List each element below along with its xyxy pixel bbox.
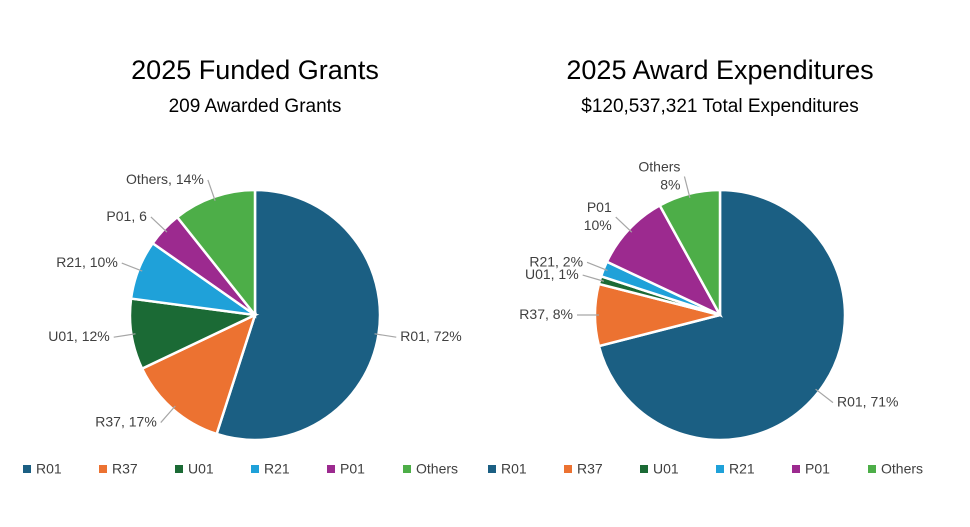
legend-swatch [99, 465, 107, 473]
legend-swatch [327, 465, 335, 473]
leader-line [207, 179, 216, 201]
leader-line [582, 274, 604, 282]
legend-swatch [564, 465, 572, 473]
legend-label: Others [416, 461, 458, 477]
chart-title: 2025 Funded Grants [131, 55, 379, 85]
data-label-line: P01 [587, 199, 612, 215]
data-label: P01, 6 [106, 208, 147, 224]
legend-swatch [23, 465, 31, 473]
leader-line [815, 388, 834, 404]
legend-label: R37 [577, 461, 603, 477]
legend-swatch [792, 465, 800, 473]
data-label: U01, 12% [48, 328, 109, 344]
data-label: R01, 72% [400, 328, 461, 344]
data-label: R37, 8% [519, 306, 573, 322]
leader-line [113, 333, 136, 338]
leader-line [615, 216, 633, 233]
data-label: R37, 17% [95, 413, 156, 429]
leader-line [160, 405, 176, 423]
data-label-line: R37, 17% [95, 413, 156, 429]
legend-label: U01 [188, 461, 214, 477]
data-label-line: R01, 71% [837, 393, 898, 409]
data-label-line: 8% [660, 176, 680, 192]
leader-line [683, 176, 691, 198]
data-label: R21, 10% [56, 254, 117, 270]
data-label: Others 8% [638, 158, 680, 192]
legend-label: R01 [36, 461, 62, 477]
data-label: P01 10% [584, 199, 612, 233]
data-label-line: U01, 12% [48, 328, 109, 344]
data-label: R01, 71% [837, 393, 898, 409]
legend-label: P01 [340, 461, 365, 477]
data-label-line: Others [638, 158, 680, 174]
legend-swatch [488, 465, 496, 473]
legend-swatch [716, 465, 724, 473]
legend-swatch [251, 465, 259, 473]
chart-title: 2025 Award Expenditures [566, 55, 873, 85]
data-label: R21, 2% [529, 253, 583, 269]
legend-swatch [175, 465, 183, 473]
data-label-line: R01, 72% [400, 328, 461, 344]
legend-label: U01 [653, 461, 679, 477]
legend-label: R21 [264, 461, 290, 477]
legend-label: Others [881, 461, 923, 477]
leader-line [586, 261, 608, 272]
data-label-line: R21, 10% [56, 254, 117, 270]
legend-swatch [868, 465, 876, 473]
chart-subtitle: 209 Awarded Grants [169, 96, 342, 117]
data-label-line: 10% [584, 217, 612, 233]
data-label-line: R37, 8% [519, 306, 573, 322]
data-label-line: R21, 2% [529, 253, 583, 269]
data-label-line: U01, 1% [525, 266, 579, 282]
legend-swatch [403, 465, 411, 473]
data-label: Others, 14% [126, 171, 204, 187]
legend-label: R21 [729, 461, 755, 477]
legend-label: P01 [805, 461, 830, 477]
legend-swatch [640, 465, 648, 473]
leader-line [150, 216, 168, 233]
legend-label: R01 [501, 461, 527, 477]
leader-line [121, 262, 143, 272]
leader-line [374, 333, 397, 338]
chart-subtitle: $120,537,321 Total Expenditures [581, 96, 858, 117]
data-label-line: Others, 14% [126, 171, 204, 187]
data-label-line: P01, 6 [106, 208, 147, 224]
data-label: U01, 1% [525, 266, 579, 282]
legend-label: R37 [112, 461, 138, 477]
